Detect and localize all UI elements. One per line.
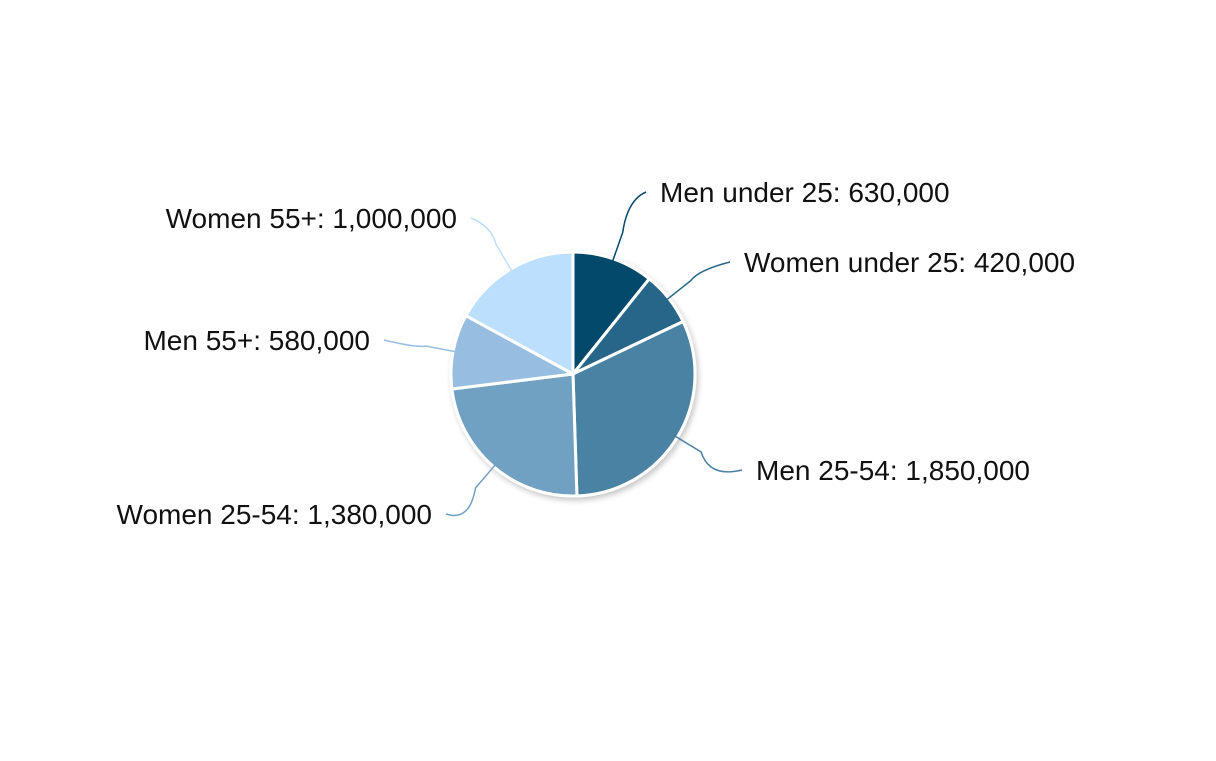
- connector-men-25-54: [675, 435, 743, 473]
- data-label-men-55-: Men 55+: 580,000: [143, 325, 370, 356]
- connector-women-55-: [470, 217, 513, 272]
- pie-slices: [449, 250, 697, 498]
- data-label-men-25-54: Men 25-54: 1,850,000: [756, 455, 1030, 486]
- connector-men-55-: [383, 339, 456, 353]
- connector-men-under-25: [612, 191, 647, 262]
- data-label-women-55-: Women 55+: 1,000,000: [166, 203, 457, 234]
- data-label-men-under-25: Men under 25: 630,000: [660, 177, 950, 208]
- pie-labels: Men under 25: 630,000 Women under 25: 420…: [117, 177, 1076, 530]
- data-label-women-25-54: Women 25-54: 1,380,000: [117, 499, 432, 530]
- pie-connectors: [383, 191, 743, 517]
- data-label-women-under-25: Women under 25: 420,000: [744, 247, 1075, 278]
- connector-women-under-25: [666, 261, 731, 301]
- connector-women-25-54: [445, 464, 496, 517]
- pie-slice-women-25-54[interactable]: [450, 372, 579, 498]
